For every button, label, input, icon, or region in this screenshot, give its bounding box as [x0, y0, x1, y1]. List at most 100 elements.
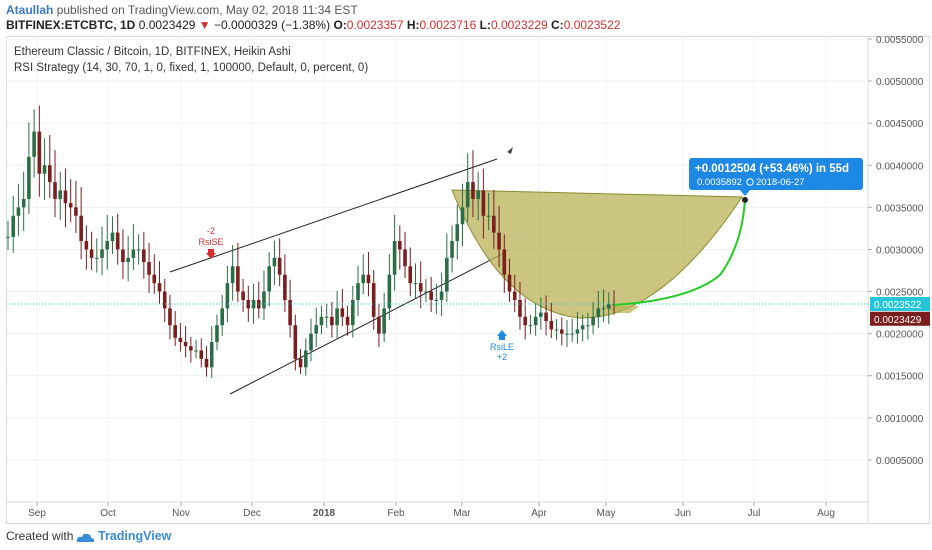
candle-body [408, 266, 413, 284]
grid [6, 37, 869, 522]
chart-header: Ataullah published on TradingView.com, M… [0, 0, 932, 36]
candle-body [382, 308, 386, 334]
candle-body [439, 291, 444, 300]
candle-body [47, 165, 52, 183]
y-axis: 0.0055000 0.0050000 0.0045000 0.0040000 0.00… [868, 35, 930, 467]
target-label-box[interactable]: +0.0012504 (+53.46%) in 55d 0.0035892 2018… [689, 158, 863, 196]
candle-body [173, 325, 177, 338]
target-projection-curve [613, 199, 746, 306]
publish-info: published on TradingView.com, May 02, 20… [56, 3, 358, 17]
down-arrow-icon: ▼ [198, 18, 211, 32]
x-tick-label: Aug [817, 508, 835, 519]
y-tick-label: 0.0005000 [876, 456, 924, 467]
candle-body [586, 325, 590, 327]
candle-body [220, 308, 224, 326]
candle-body [215, 325, 219, 343]
x-axis: Sep Oct Nov Dec 2018 Feb Mar Apr May Jun Jul Aug [28, 502, 835, 519]
candle-body [6, 236, 10, 238]
candle-body [262, 291, 266, 309]
candle-body [549, 321, 554, 330]
candle-body [178, 337, 183, 343]
symbol-label: BITFINEX:ETCBTC, 1D [6, 18, 136, 32]
candle-body [340, 308, 345, 317]
candle-body [194, 350, 198, 352]
candle-body [601, 308, 606, 310]
candle-body [309, 333, 313, 351]
author-link[interactable]: Ataullah [6, 3, 54, 17]
y-tick-label: 0.0045000 [876, 119, 924, 130]
candle-body [366, 274, 371, 284]
candle-body [136, 249, 141, 251]
candle-body [32, 131, 36, 157]
candle-body [476, 190, 480, 199]
candle-body [272, 257, 277, 267]
candle-body [559, 329, 564, 334]
candle-body [236, 266, 240, 292]
candle-body [596, 308, 601, 317]
candle-body [403, 249, 407, 267]
candle-body [225, 283, 230, 309]
candle-body [126, 257, 130, 263]
candle-body [455, 224, 460, 242]
y-tick-label: 0.0015000 [876, 372, 924, 383]
candle-body [121, 249, 125, 263]
candle-body [533, 316, 538, 326]
candle-body [204, 358, 209, 368]
high-value: 0.0023716 [419, 18, 477, 32]
pattern-drawings [169, 147, 743, 395]
candle-body [277, 257, 282, 275]
long-arrow-icon [497, 330, 507, 340]
created-with-label: Created with [6, 529, 74, 543]
candle-body [502, 249, 507, 275]
candle-body [74, 207, 78, 216]
candle-body [565, 333, 569, 335]
trend-arrow-icon [507, 147, 513, 154]
candle-body [460, 207, 465, 225]
low-value: 0.0023229 [490, 18, 548, 32]
candle-body [209, 342, 214, 368]
signal-label: RsiLE [490, 342, 514, 352]
candle-body [350, 299, 355, 326]
candle-body [434, 299, 439, 301]
legend-symbol-line: Ethereum Classic / Bitcoin, 1D, BITFINEX… [14, 46, 291, 58]
y-tick-label: 0.0020000 [876, 330, 924, 341]
candle-body [486, 215, 491, 217]
tradingview-logo-icon [76, 533, 95, 542]
candle-body [110, 232, 115, 242]
candle-body [58, 190, 63, 199]
close-label: C: [551, 18, 564, 32]
candle-body [497, 232, 501, 250]
candle-body [267, 266, 272, 292]
candle-body [512, 291, 517, 300]
candle-body [147, 262, 151, 275]
price-marker-tag-text: 0.0023429 [874, 315, 922, 326]
x-tick-label: Feb [387, 508, 405, 519]
ohlc-line: BITFINEX:ETCBTC, 1D 0.0023429 ▼ −0.00003… [6, 18, 620, 32]
candle-body [539, 312, 543, 317]
candle-body [377, 316, 381, 334]
price-chart[interactable]: +0.0012504 (+53.46%) in 55d 0.0035892 2018… [0, 0, 932, 524]
last-price-tag [870, 296, 930, 311]
overlays: +0.0012504 (+53.46%) in 55d 0.0035892 2018… [6, 158, 868, 362]
candle-body [53, 182, 57, 199]
candle-body [481, 190, 486, 216]
y-tick-label: 0.0025000 [876, 288, 924, 299]
candle-body [100, 249, 104, 258]
signal-qty: +2 [497, 352, 507, 362]
channel-lower-line [229, 251, 507, 395]
candle-body [528, 325, 533, 327]
x-tick-label: Nov [172, 508, 190, 519]
signal-label: RsiSE [198, 237, 223, 247]
candle-body [387, 274, 392, 309]
candle-body [554, 329, 559, 331]
x-tick-label: Jun [675, 508, 691, 519]
x-tick-label: Dec [243, 508, 261, 519]
candle-body [283, 274, 287, 300]
candle-body [471, 182, 475, 199]
candle-body [131, 249, 136, 258]
candle-body [330, 316, 334, 326]
candle-body [183, 342, 188, 347]
candle-body [230, 266, 235, 284]
candle-body [42, 165, 47, 174]
tradingview-brand[interactable]: TradingView [98, 529, 172, 543]
